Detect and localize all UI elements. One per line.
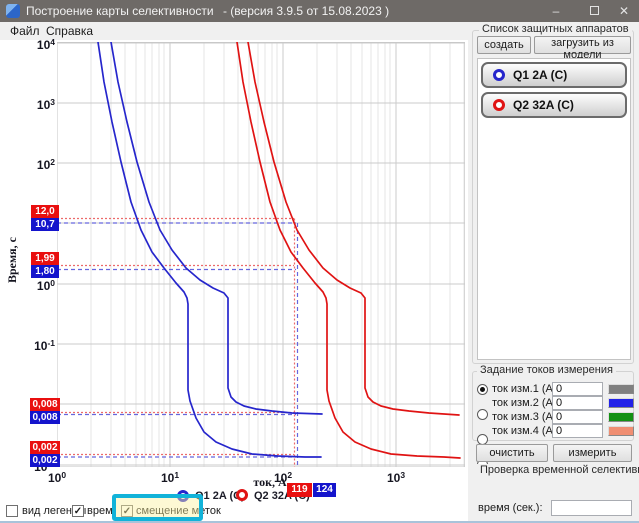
meas-current-4-label: ток изм.4 (А): — [492, 425, 560, 437]
x-marker-value: 124 — [313, 483, 336, 497]
meas-current-1-input[interactable] — [552, 382, 603, 396]
x-axis-title: ток, А — [253, 475, 287, 489]
legend-label-q1: Q1 2A (C) — [195, 490, 245, 502]
app-icon — [6, 4, 20, 18]
meas-current-1-color-swatch[interactable] — [608, 384, 634, 394]
maximize-icon — [589, 6, 599, 15]
window-title-text: Построение карты селективности — [26, 4, 214, 18]
x-marker-value: 119 — [287, 483, 312, 497]
y-marker-value: 0,002 — [30, 454, 60, 467]
menu-file[interactable]: Файл — [10, 24, 40, 38]
meas-current-3-color-swatch[interactable] — [608, 412, 634, 422]
meas-current-1-label: ток изм.1 (А): — [492, 383, 560, 395]
devices-group-title: Список защитных аппаратов — [479, 23, 632, 35]
label-offset-checkbox[interactable] — [121, 505, 133, 517]
y-marker-value: 10,7 — [31, 218, 59, 231]
device-item-q1[interactable]: Q1 2A (C) — [481, 62, 627, 88]
x-tick: 103 — [386, 470, 406, 485]
annotation-highlight-box — [112, 494, 203, 521]
meas-current-4-color-swatch[interactable] — [608, 426, 634, 436]
measure-button[interactable]: измерить — [553, 444, 632, 462]
title-bar: Построение карты селективности - (версия… — [0, 0, 639, 22]
y-axis-title: Время, с — [5, 237, 19, 283]
y-marker-value: 1,80 — [31, 265, 59, 278]
window-title: Построение карты селективности - (версия… — [26, 4, 389, 18]
time-checkbox-label: врем — [87, 505, 113, 517]
curve-q2 — [236, 42, 461, 459]
y-marker-value: 1,99 — [31, 252, 59, 265]
curve-q1 — [97, 42, 323, 458]
y-tick: 10-1 — [34, 338, 55, 353]
meas-current-3-label: ток изм.3 (А): — [492, 411, 560, 423]
device-q2-label: Q2 32A (C) — [513, 98, 574, 112]
measurement-dashed-lines — [57, 217, 299, 467]
device-q1-label: Q1 2A (C) — [513, 68, 568, 82]
meas-current-3-input[interactable] — [552, 410, 603, 424]
legend-view-checkbox[interactable] — [6, 505, 18, 517]
device-q2-ring-icon — [493, 99, 505, 111]
x-tick: 101 — [160, 470, 180, 485]
maximize-button[interactable] — [578, 0, 610, 22]
meas-current-2-color-swatch[interactable] — [608, 398, 634, 408]
y-tick: 103 — [36, 97, 55, 112]
x-tick: 102 — [273, 470, 293, 485]
time-sec-input[interactable] — [551, 500, 632, 516]
load-from-model-button[interactable]: загрузить из модели — [534, 36, 631, 61]
time-checkbox[interactable] — [72, 505, 84, 517]
y-marker-value: 0,008 — [30, 398, 60, 411]
y-tick: 102 — [36, 157, 55, 172]
window-title-version: - (версия 3.9.5 от 15.08.2023 ) — [222, 4, 390, 18]
y-marker-value: 12,0 — [31, 205, 59, 218]
legend-marker-q2 — [236, 489, 248, 501]
clear-button[interactable]: очистить — [476, 444, 548, 462]
create-device-button[interactable]: создать — [477, 36, 531, 54]
y-tick: 100 — [36, 278, 55, 293]
y-tick: 104 — [36, 37, 55, 52]
meas-current-2-label: ток изм.2 (А): — [492, 397, 560, 409]
selectivity-chart[interactable] — [57, 42, 465, 467]
meas-current-2-input[interactable] — [552, 396, 603, 410]
meas-current-4-input[interactable] — [552, 424, 603, 438]
y-marker-value: 0,002 — [30, 441, 60, 454]
meas-current-1-radio[interactable] — [477, 384, 488, 395]
menu-help[interactable]: Справка — [46, 24, 94, 38]
device-q1-ring-icon — [493, 69, 505, 81]
close-button[interactable]: ✕ — [618, 4, 630, 18]
measure-group-title: Задание токов измерения — [477, 364, 616, 376]
time-sec-label: время (сек.): — [478, 502, 543, 514]
legend-view-checkbox-label: вид легенды — [22, 505, 87, 517]
selectivity-group-title: Проверка временной селективности — [477, 464, 639, 476]
device-item-q2[interactable]: Q2 32A (C) — [481, 92, 627, 118]
meas-current-2-radio[interactable] — [477, 409, 488, 420]
x-tick: 100 — [47, 470, 67, 485]
y-marker-value: 0,008 — [30, 411, 60, 424]
minimize-button[interactable]: – — [552, 4, 560, 18]
